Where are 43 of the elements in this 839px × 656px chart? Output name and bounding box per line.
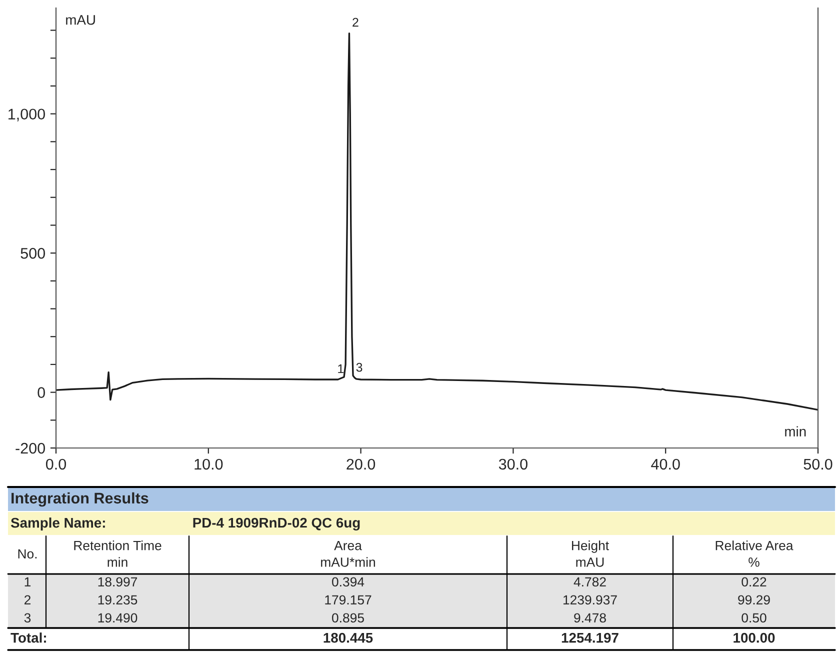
x-tick-label: 10.0 — [194, 458, 223, 470]
text: 99.29 — [738, 595, 770, 605]
text: 18.997 — [98, 577, 138, 587]
text: 1 — [24, 577, 31, 586]
annotation: 3 — [356, 362, 362, 372]
x-tick-label: 20.0 — [346, 458, 376, 470]
text: 0.50 — [742, 613, 766, 623]
text: 4.782 — [574, 577, 606, 587]
text: 9.478 — [574, 613, 606, 623]
text: 1254.197 — [562, 632, 618, 643]
text: 0.22 — [742, 577, 766, 587]
text: Sample Name: — [10, 518, 105, 530]
line-series — [56, 32, 818, 411]
x-tick-label: 50.0 — [804, 458, 832, 470]
text: 19.235 — [98, 595, 138, 605]
text: Height mAU — [572, 540, 609, 567]
text: 0.394 — [332, 577, 364, 587]
text: 19.490 — [98, 613, 138, 623]
text: 100.00 — [734, 632, 775, 643]
text: 3 — [24, 613, 31, 623]
y-axis-title: mAU — [66, 15, 95, 25]
y-tick-label: 0 — [38, 387, 45, 398]
text: 179.157 — [325, 595, 372, 605]
text: Retention Time min — [74, 540, 162, 567]
y-tick-label: 1,000 — [8, 108, 45, 122]
text: 180.445 — [324, 632, 373, 643]
text: No. — [18, 549, 37, 559]
text: 2 — [24, 595, 31, 604]
text: Relative Area % — [716, 540, 794, 567]
text: 1239.937 — [563, 595, 617, 605]
y-tick-label: 500 — [20, 248, 45, 259]
text: 0.895 — [332, 613, 364, 623]
text: PD-4 1909RnD-02 QC 6ug — [193, 518, 360, 530]
y-tick-label: -200 — [16, 442, 45, 454]
x-tick-label: 40.0 — [651, 458, 680, 470]
text: Total: — [10, 632, 46, 643]
annotation: 2 — [352, 18, 358, 27]
x-tick-label: 0.0 — [46, 458, 66, 470]
x-axis-title: min — [785, 426, 806, 436]
text: Area mAU*min — [321, 541, 375, 567]
x-tick-label: 30.0 — [498, 458, 528, 470]
annotation: 1 — [338, 364, 344, 374]
text: Integration Results — [12, 492, 148, 507]
